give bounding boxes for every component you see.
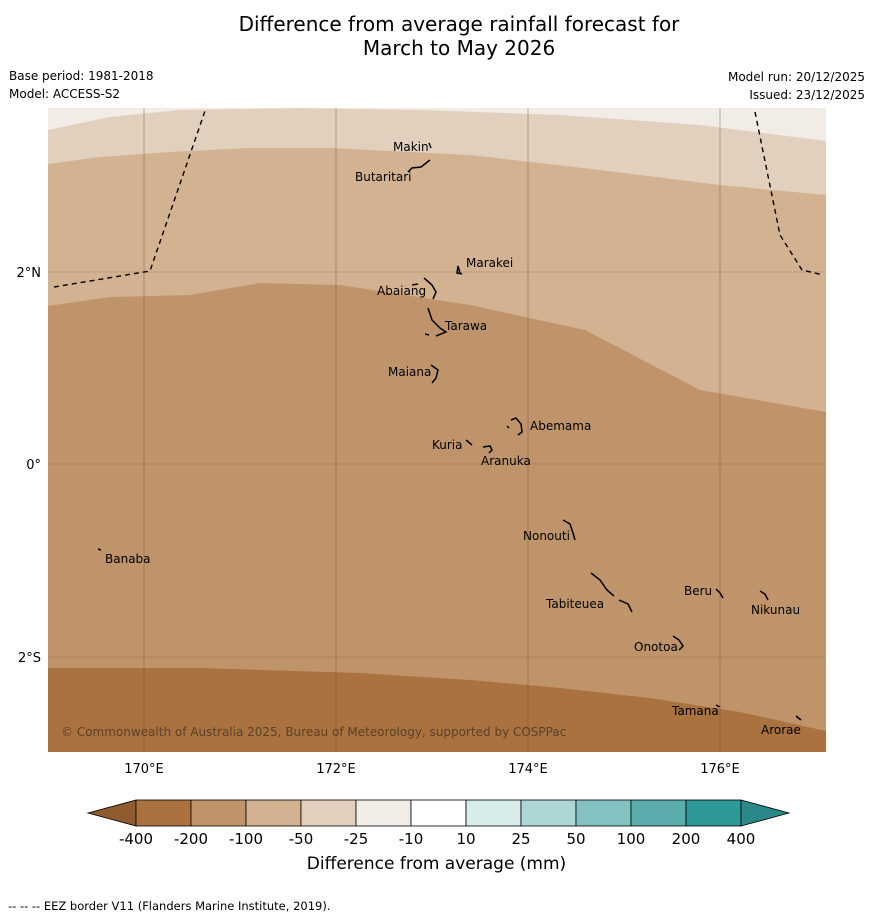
colorbar-tick-label: 25 [511, 830, 530, 848]
island-shape-abemama-west [506, 425, 510, 429]
island-shape-butaritari [407, 159, 431, 173]
lat-tick-label: 2°N [17, 266, 42, 281]
island-label: Abemama [530, 419, 591, 433]
colorbar-tick-label: -100 [229, 830, 263, 848]
island-label: Nonouti [523, 529, 570, 543]
island-shape-maiana [430, 364, 439, 384]
colorbar-tick-label: 100 [617, 830, 646, 848]
colorbar-extend-low [86, 799, 137, 827]
island-shape-abaiang-south [411, 283, 419, 286]
colorbar-swatch [520, 799, 577, 827]
island-shape-arorae [795, 715, 802, 721]
colorbar-tick-label: -25 [344, 830, 369, 848]
island-label: Makin [393, 140, 429, 154]
colorbar-swatch [245, 799, 302, 827]
island-label: Butaritari [355, 170, 412, 184]
island-shape-kuria [465, 439, 473, 446]
island-shape-marakei [456, 265, 463, 275]
map-panel: Makin Butaritari Marakei Abaiang Tarawa … [48, 107, 826, 752]
model-name: Model: ACCESS-S2 [9, 87, 121, 101]
region-band-minus-25 [48, 108, 826, 141]
colorbar-swatch [410, 799, 467, 827]
issued-date: Issued: 23/12/2025 [749, 88, 865, 102]
colorbar-tick-label: -400 [119, 830, 153, 848]
island-label: Onotoa [634, 640, 678, 654]
colorbar-swatch [190, 799, 247, 827]
colorbar: -400 -200 -100 -50 -25 -10 10 25 50 100 200 400 [86, 799, 791, 848]
colorbar-extend-high [740, 799, 791, 827]
eez-border-east [754, 111, 824, 276]
colorbar-swatch [135, 799, 192, 827]
metadata-left: Base period: 1981-2018 Model: ACCESS-S2 [9, 67, 154, 103]
island-label: Arorae [761, 723, 801, 737]
colorbar-swatch [300, 799, 357, 827]
island-shape-beru [715, 588, 724, 599]
map-title: Difference from average rainfall forecas… [0, 12, 873, 60]
metadata-right: Model run: 20/12/2025 Issued: 23/12/2025 [728, 68, 865, 104]
colorbar-swatch [355, 799, 412, 827]
lat-tick-label: 0° [26, 458, 41, 473]
island-shape-tabiteuea-north [590, 572, 615, 597]
colorbar-tick-label: 50 [566, 830, 585, 848]
base-period: Base period: 1981-2018 [9, 69, 154, 83]
island-outlines [97, 142, 802, 721]
island-shape-abemama [510, 417, 523, 436]
island-shape-banaba [97, 548, 102, 551]
colorbar-swatch [575, 799, 632, 827]
island-shape-nikunau [759, 590, 769, 601]
title-line-2: March to May 2026 [362, 36, 556, 60]
colorbar-tick-label: 10 [456, 830, 475, 848]
island-label: Aranuka [481, 454, 531, 468]
lat-tick-label: 2°S [18, 651, 41, 666]
axis-labels: 170°E 172°E 174°E 176°E 2°N 0° 2°S [17, 266, 740, 777]
colorbar-swatch [465, 799, 522, 827]
eez-border [53, 107, 824, 288]
title-line-1: Difference from average rainfall forecas… [238, 12, 680, 36]
island-label: Beru [684, 584, 712, 598]
colorbar-tick-label: -200 [174, 830, 208, 848]
colorbar-label: Difference from average (mm) [306, 854, 567, 874]
colorbar-tick-label: 400 [727, 830, 756, 848]
island-shape-aranuka [482, 445, 493, 454]
eez-footnote: -- -- -- EEZ border V11 (Flanders Marine… [8, 899, 331, 913]
colorbar-tick-label: -10 [399, 830, 424, 848]
island-label: Kuria [432, 438, 463, 452]
island-label: Nikunau [751, 603, 800, 617]
island-shape-makin [428, 142, 432, 149]
island-label: Maiana [388, 365, 431, 379]
colorbar-tick-label: -50 [289, 830, 314, 848]
island-shape-abaiang [423, 277, 437, 300]
island-shape-tarawa-west [424, 333, 430, 336]
copyright-notice: © Commonwealth of Australia 2025, Bureau… [61, 725, 566, 739]
island-shape-tabiteuea-south [618, 599, 633, 613]
island-labels: Makin Butaritari Marakei Abaiang Tarawa … [105, 140, 801, 737]
model-run: Model run: 20/12/2025 [727, 70, 865, 84]
island-label: Tabiteuea [545, 597, 604, 611]
lon-tick-label: 172°E [316, 762, 356, 777]
lon-tick-label: 176°E [700, 762, 740, 777]
lon-tick-label: 170°E [124, 762, 164, 777]
island-label: Tarawa [444, 319, 487, 333]
island-label: Banaba [105, 552, 151, 566]
island-label: Abaiang [377, 284, 426, 298]
region-band-minus-100 [48, 108, 826, 412]
region-band-minus-400 [48, 668, 826, 752]
island-shape-tamana [715, 704, 721, 708]
colorbar-swatch [630, 799, 687, 827]
island-label: Marakei [466, 256, 513, 270]
island-shape-onotoa [672, 635, 684, 651]
island-shape-tarawa [427, 307, 448, 337]
lon-tick-label: 174°E [508, 762, 548, 777]
graticule [48, 108, 826, 752]
island-shape-nonouti [562, 519, 576, 541]
island-label: Tamana [671, 704, 719, 718]
colorbar-tick-label: 200 [672, 830, 701, 848]
colorbar-swatch [685, 799, 742, 827]
region-band-minus-50 [48, 108, 826, 195]
